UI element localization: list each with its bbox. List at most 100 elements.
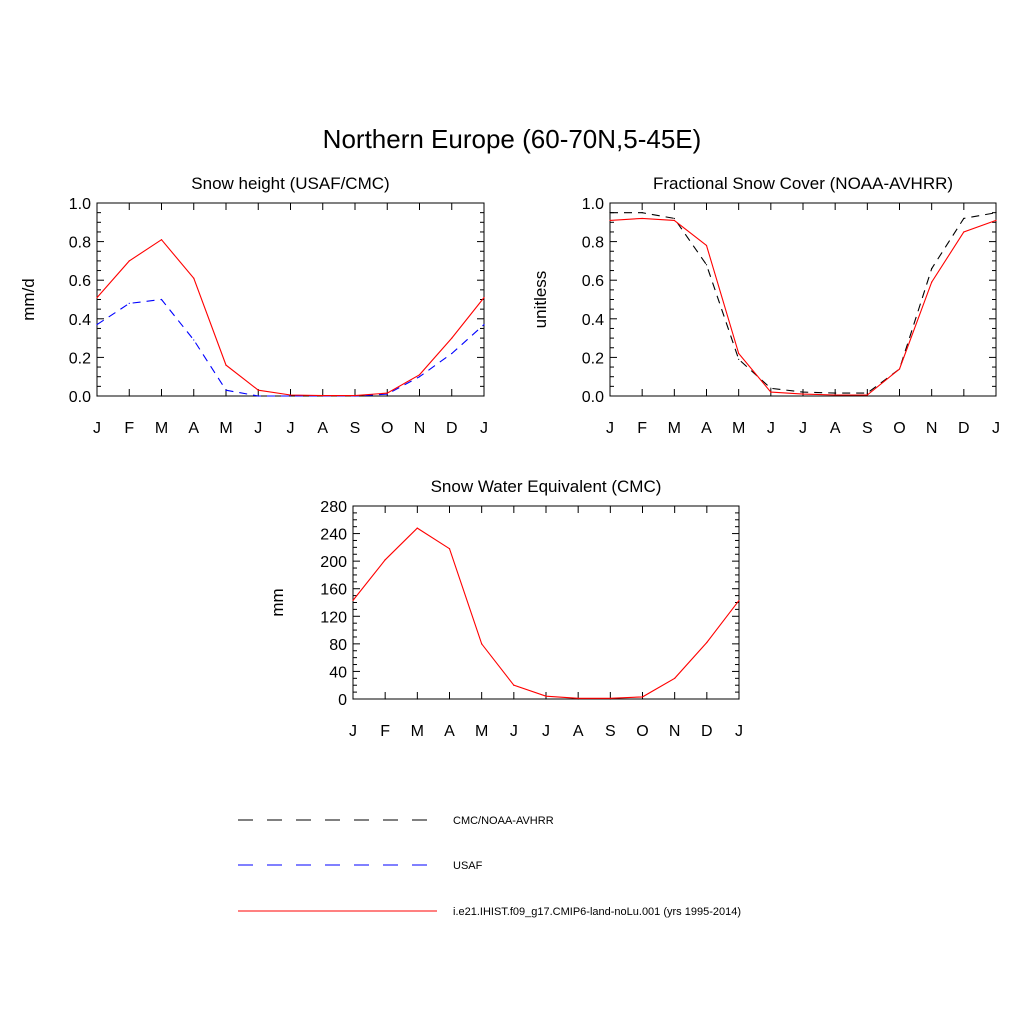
x-tick-label: A <box>573 723 584 740</box>
data-point <box>963 217 965 220</box>
x-tick-label: J <box>767 420 775 437</box>
x-tick-label: A <box>317 420 328 437</box>
data-point <box>128 260 130 262</box>
data-point <box>354 395 356 397</box>
data-point <box>738 599 740 602</box>
data-point <box>193 277 195 279</box>
data-point <box>545 695 547 697</box>
y-tick-label: 80 <box>329 637 347 654</box>
data-point <box>483 395 485 397</box>
x-tick-label: F <box>124 420 134 437</box>
data-point <box>641 696 644 698</box>
x-tick-label: A <box>830 420 841 437</box>
data-point <box>160 395 163 397</box>
data-point <box>386 393 388 395</box>
data-point <box>96 296 98 299</box>
data-point <box>128 395 130 397</box>
panel-snow-water-equivalent: Snow Water Equivalent (CMC) 0 40 80 120 160 20… <box>268 477 743 740</box>
y-tick-label: 1.0 <box>582 196 604 213</box>
y-tick-label: 0.4 <box>582 312 604 329</box>
y-tick-label: 240 <box>320 527 347 544</box>
panel-title: Snow Water Equivalent (CMC) <box>431 477 662 496</box>
data-point <box>128 302 130 304</box>
data-point <box>802 393 804 395</box>
x-tick-label: N <box>926 420 938 437</box>
data-point <box>483 323 485 326</box>
data-point <box>641 698 644 700</box>
data-point <box>577 697 579 699</box>
data-point <box>225 364 227 366</box>
y-axis-label: unitless <box>531 271 550 329</box>
plot-frame <box>609 202 997 397</box>
data-point <box>834 392 836 394</box>
data-point <box>513 698 515 700</box>
data-point <box>706 641 708 644</box>
data-point <box>451 395 453 397</box>
y-tick-label: 0.2 <box>69 350 91 367</box>
data-point <box>673 219 675 221</box>
x-tick-label: S <box>605 723 616 740</box>
data-point <box>609 212 611 214</box>
x-tick-label: M <box>411 723 424 740</box>
data-point <box>931 281 933 283</box>
data-point <box>322 395 324 397</box>
y-tick-label: 0.6 <box>582 273 604 290</box>
x-tick-label: M <box>732 420 745 437</box>
x-tick-label: J <box>254 420 262 437</box>
data-point <box>418 374 421 376</box>
legend: CMC/NOAA-AVHRR USAF i.e21.IHIST.f09_g17.CM… <box>238 815 741 918</box>
y-tick-label: 200 <box>320 554 347 571</box>
y-tick-label: 0 <box>338 692 347 709</box>
data-point <box>513 684 515 686</box>
series-line <box>352 527 740 699</box>
x-tick-label: O <box>381 420 393 437</box>
data-point <box>995 219 997 221</box>
series-line <box>96 238 485 397</box>
x-tick-label: J <box>606 420 614 437</box>
data-point <box>448 548 451 550</box>
data-point <box>674 677 676 679</box>
data-point <box>96 395 98 397</box>
data-point <box>545 698 547 700</box>
x-tick-label: J <box>287 420 295 437</box>
data-point <box>418 376 421 378</box>
x-tick-label: J <box>480 420 488 437</box>
data-point <box>705 244 708 247</box>
data-point <box>738 358 740 360</box>
x-tick-label: O <box>893 420 905 437</box>
x-tick-label: O <box>636 723 648 740</box>
y-tick-label: 0.8 <box>69 235 91 252</box>
x-tick-label: A <box>444 723 455 740</box>
data-point <box>770 387 772 389</box>
data-point <box>384 559 386 561</box>
data-point <box>931 268 933 270</box>
data-point <box>481 698 483 700</box>
data-point <box>257 395 259 397</box>
y-tick-label: 0.0 <box>582 389 604 406</box>
x-tick-label: J <box>349 723 357 740</box>
x-tick-label: M <box>155 420 168 437</box>
y-axis-label: mm <box>268 588 287 616</box>
x-tick-label: S <box>350 420 361 437</box>
data-point <box>160 239 163 241</box>
series-line <box>610 212 997 394</box>
legend-label: i.e21.IHIST.f09_g17.CMIP6-land-noLu.001 … <box>453 906 741 918</box>
data-point <box>866 392 868 394</box>
data-point <box>451 352 453 355</box>
data-point <box>834 394 836 396</box>
panel-fractional-snow-cover: Fractional Snow Cover (NOAA-AVHRR) 0.0 0.2… <box>531 174 1000 437</box>
x-tick-label: M <box>219 420 232 437</box>
data-point <box>481 643 483 645</box>
y-tick-label: 160 <box>320 582 347 599</box>
x-tick-label: N <box>414 420 426 437</box>
x-tick-label: D <box>958 420 970 437</box>
figure-title: Northern Europe (60-70N,5-45E) <box>323 124 702 154</box>
x-tick-label: J <box>542 723 550 740</box>
data-point <box>352 698 354 700</box>
data-point <box>609 219 611 221</box>
y-tick-label: 0.2 <box>582 350 604 367</box>
x-tick-label: F <box>637 420 647 437</box>
data-point <box>641 212 643 214</box>
data-point <box>609 697 611 699</box>
data-point <box>416 527 418 529</box>
